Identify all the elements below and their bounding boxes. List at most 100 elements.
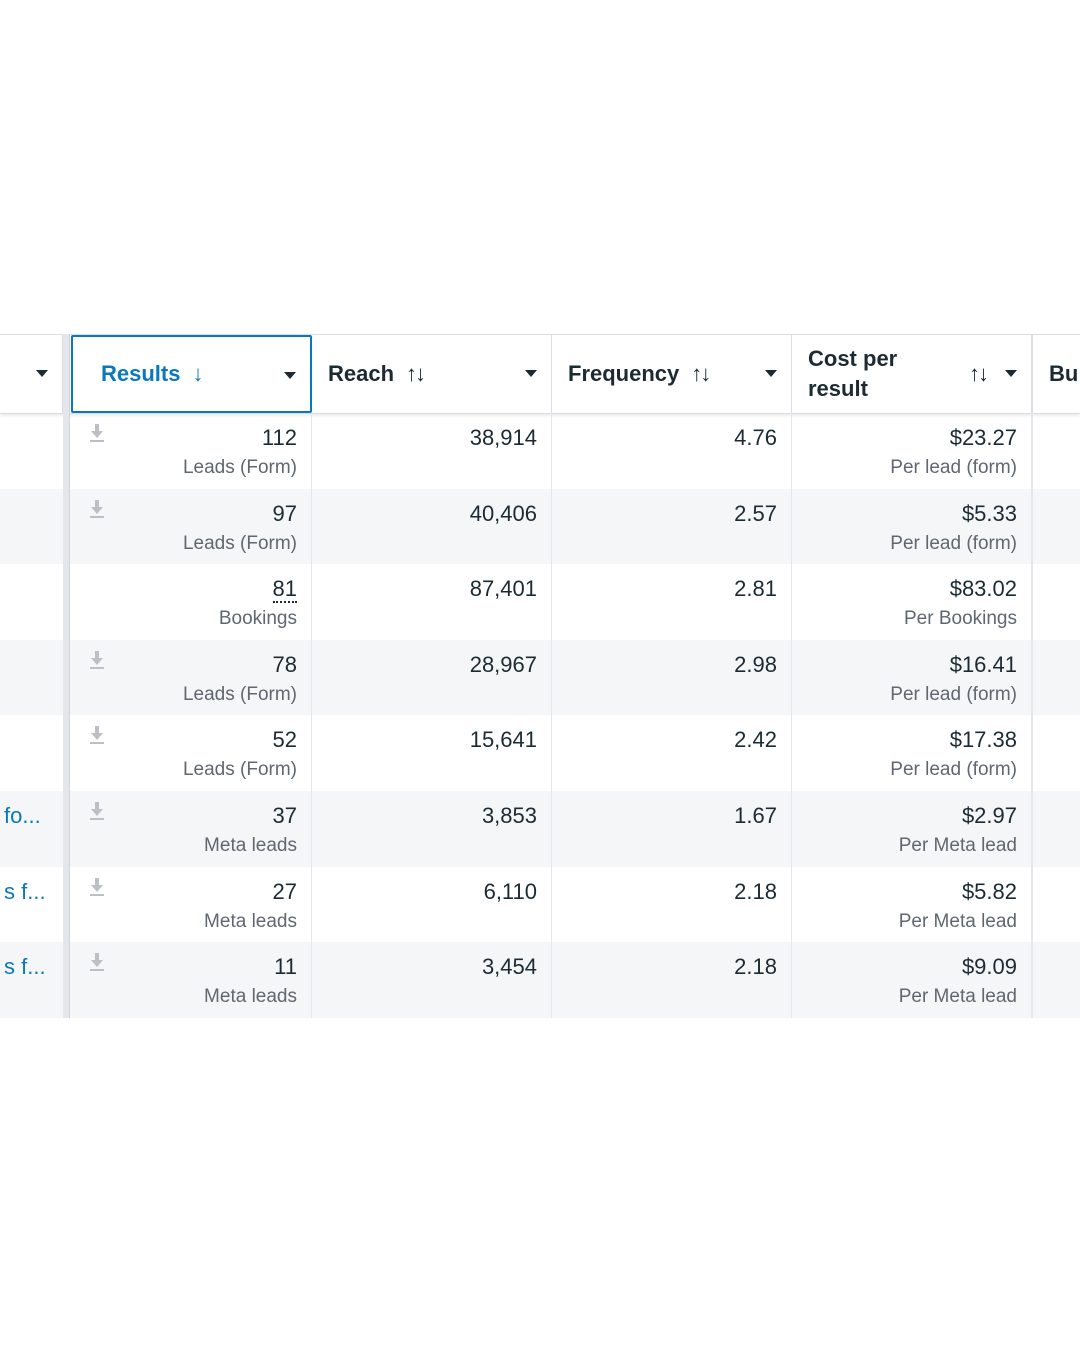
- results-type: Meta leads: [204, 986, 297, 1008]
- frequency-header-label: Frequency: [568, 361, 680, 386]
- cost-value: $16.41: [949, 651, 1017, 677]
- budget-cell: [1032, 791, 1080, 867]
- table-row[interactable]: fo... 37 Meta leads 3,853 1.67 $2.97 Per Meta …: [0, 791, 1080, 867]
- results-cell: 78 Leads (Form): [71, 639, 312, 716]
- frequency-cell: 2.42: [552, 715, 792, 791]
- cost-type: Per lead (form): [890, 532, 1017, 554]
- cost-per-result-cell: $83.02 Per Bookings: [792, 564, 1032, 640]
- cost-per-result-cell: $17.38 Per lead (form): [792, 715, 1032, 791]
- budget-header-label: Bu: [1049, 361, 1079, 386]
- results-cell: 11 Meta leads: [71, 942, 312, 1018]
- column-header-name[interactable]: [0, 335, 63, 413]
- results-type: Meta leads: [204, 835, 297, 856]
- chevron-down-icon[interactable]: [284, 372, 296, 379]
- results-value: 97: [272, 500, 297, 526]
- name-cell[interactable]: s f...: [0, 942, 63, 1018]
- results-cell: 97 Leads (Form): [71, 488, 312, 565]
- name-cell[interactable]: [0, 564, 63, 640]
- results-value[interactable]: 81: [272, 576, 297, 604]
- cost-type: Per Meta lead: [898, 835, 1017, 856]
- frequency-value: 2.57: [734, 500, 777, 526]
- frequency-value: 2.81: [734, 576, 777, 602]
- reach-cell: 3,454: [312, 942, 552, 1018]
- name-cell[interactable]: [0, 640, 63, 716]
- column-header-frequency[interactable]: Frequency ↑↓: [552, 335, 792, 413]
- column-header-cost-per-result[interactable]: Cost per result ↑↓: [792, 335, 1032, 413]
- cost-type: Per Bookings: [903, 608, 1017, 630]
- reach-cell: 40,406: [312, 488, 552, 565]
- sort-descending-icon[interactable]: ↓: [192, 361, 203, 386]
- download-icon[interactable]: [89, 877, 105, 897]
- cost-header-line2: result: [808, 376, 868, 401]
- frequency-cell: 2.98: [552, 639, 792, 716]
- frequency-value: 2.18: [734, 878, 777, 904]
- name-cell[interactable]: [0, 489, 63, 565]
- results-value: 78: [272, 651, 297, 677]
- campaign-name-link[interactable]: s f...: [4, 954, 46, 980]
- reach-value: 3,454: [481, 954, 537, 980]
- cost-value: $5.82: [961, 878, 1017, 904]
- results-header-label: Results: [101, 361, 181, 386]
- reach-value: 40,406: [469, 500, 537, 526]
- reach-value: 15,641: [469, 727, 537, 753]
- reach-value: 87,401: [469, 576, 537, 602]
- chevron-down-icon[interactable]: [765, 370, 777, 377]
- sort-icon[interactable]: ↑↓: [691, 361, 711, 386]
- cost-value: $5.33: [961, 500, 1017, 526]
- chevron-down-icon[interactable]: [36, 370, 48, 377]
- table-row[interactable]: 112 Leads (Form) 38,914 4.76 $23.27 Per lead …: [0, 413, 1080, 489]
- download-icon[interactable]: [89, 952, 105, 972]
- download-icon[interactable]: [89, 499, 105, 519]
- table-row[interactable]: s f... 11 Meta leads 3,454 2.18 $9.09 Per Meta…: [0, 942, 1080, 1018]
- sort-icon[interactable]: ↑↓: [406, 361, 426, 386]
- results-cell: 52 Leads (Form): [71, 715, 312, 791]
- frequency-cell: 2.18: [552, 866, 792, 943]
- table-row[interactable]: s f... 27 Meta leads 6,110 2.18 $5.82 Per Meta…: [0, 866, 1080, 943]
- table-row[interactable]: 81 Bookings 87,401 2.81 $83.02 Per Bookings: [0, 564, 1080, 640]
- column-header-results[interactable]: Results ↓: [71, 335, 312, 413]
- reach-cell: 38,914: [312, 413, 552, 489]
- frequency-value: 2.42: [734, 727, 777, 753]
- download-icon[interactable]: [89, 650, 105, 670]
- sort-icon[interactable]: ↑↓: [969, 361, 989, 386]
- column-header-budget[interactable]: Bu: [1032, 335, 1080, 413]
- cost-per-result-cell: $9.09 Per Meta lead: [792, 942, 1032, 1018]
- reach-cell: 28,967: [312, 639, 552, 716]
- frequency-value: 1.67: [734, 803, 777, 828]
- campaign-name-link[interactable]: s f...: [4, 878, 46, 904]
- cost-value: $83.02: [949, 576, 1017, 602]
- reach-value: 28,967: [469, 651, 537, 677]
- campaign-name-link[interactable]: fo...: [4, 803, 41, 828]
- results-value: 52: [272, 727, 297, 753]
- results-value: 37: [272, 803, 297, 828]
- name-cell[interactable]: [0, 413, 63, 489]
- cost-per-result-cell: $2.97 Per Meta lead: [792, 791, 1032, 867]
- chevron-down-icon[interactable]: [1005, 370, 1017, 377]
- ads-results-table: Results ↓ Reach ↑↓ Frequency ↑↓ Cost per…: [0, 334, 1080, 1018]
- name-cell[interactable]: [0, 715, 63, 791]
- cost-value: $23.27: [949, 425, 1017, 450]
- results-cell: 27 Meta leads: [71, 866, 312, 943]
- name-cell[interactable]: fo...: [0, 791, 63, 867]
- name-cell[interactable]: s f...: [0, 867, 63, 943]
- frequency-cell: 1.67: [552, 791, 792, 867]
- table-row[interactable]: 52 Leads (Form) 15,641 2.42 $17.38 Per lead (…: [0, 715, 1080, 791]
- budget-cell: [1032, 639, 1080, 716]
- download-icon[interactable]: [89, 423, 105, 443]
- cost-value: $9.09: [961, 954, 1017, 980]
- table-row[interactable]: 97 Leads (Form) 40,406 2.57 $5.33 Per lead (f…: [0, 488, 1080, 565]
- cost-header-label: Cost per result: [808, 344, 897, 404]
- results-cell: 81 Bookings: [71, 564, 312, 640]
- results-type: Meta leads: [204, 910, 297, 932]
- chevron-down-icon[interactable]: [525, 370, 537, 377]
- results-type: Leads (Form): [182, 457, 297, 478]
- results-type: Leads (Form): [182, 759, 297, 781]
- download-icon[interactable]: [89, 725, 105, 745]
- budget-cell: [1032, 866, 1080, 943]
- results-type: Leads (Form): [182, 683, 297, 705]
- results-value: 27: [272, 878, 297, 904]
- column-header-reach[interactable]: Reach ↑↓: [312, 335, 552, 413]
- table-row[interactable]: 78 Leads (Form) 28,967 2.98 $16.41 Per lead (…: [0, 639, 1080, 716]
- download-icon[interactable]: [89, 801, 105, 821]
- budget-cell: [1032, 413, 1080, 489]
